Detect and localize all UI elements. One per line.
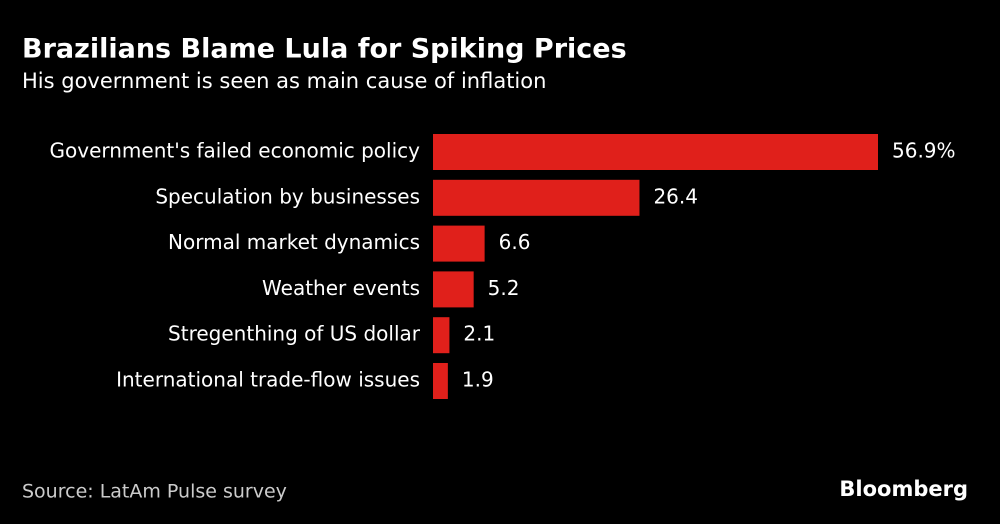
category-label: Normal market dynamics (168, 230, 420, 254)
category-label: Government's failed economic policy (50, 139, 421, 163)
chart-subtitle: His government is seen as main cause of … (22, 69, 546, 93)
value-label: 1.9 (462, 368, 494, 392)
source-note: Source: LatAm Pulse survey (22, 481, 287, 503)
value-label: 2.1 (463, 322, 495, 346)
bar (433, 179, 640, 216)
category-label: Weather events (262, 276, 420, 300)
bar (433, 271, 474, 308)
brand-logo: Bloomberg (839, 477, 968, 501)
category-label: Speculation by businesses (155, 184, 420, 208)
bar (433, 363, 448, 399)
bar (433, 225, 485, 262)
bar (433, 134, 878, 170)
bar (433, 317, 450, 354)
value-label: 6.6 (499, 230, 531, 254)
chart-title: Brazilians Blame Lula for Spiking Prices (22, 34, 627, 65)
value-label: 26.4 (653, 184, 698, 208)
value-label: 5.2 (488, 276, 520, 300)
category-label: International trade-flow issues (116, 368, 420, 392)
category-label: Stregenthing of US dollar (168, 322, 421, 346)
value-label: 56.9% (892, 139, 956, 163)
